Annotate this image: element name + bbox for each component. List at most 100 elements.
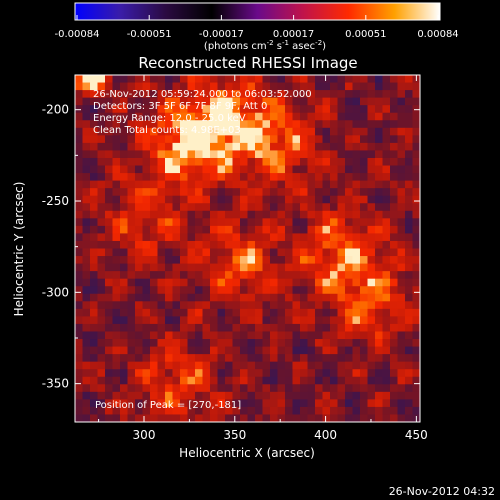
heatmap-cell <box>247 203 256 212</box>
heatmap-cell <box>225 346 234 355</box>
heatmap-cell <box>367 256 376 265</box>
heatmap-cell <box>285 391 294 400</box>
heatmap-cell <box>172 75 181 84</box>
heatmap-cell <box>360 210 369 219</box>
heatmap-cell <box>225 240 234 250</box>
heatmap-cell <box>307 354 316 363</box>
heatmap-cell <box>322 256 331 265</box>
heatmap-cell <box>300 414 309 422</box>
heatmap-cell <box>97 120 106 129</box>
heatmap-cell <box>165 127 174 136</box>
heatmap-cell <box>75 142 84 152</box>
heatmap-cell <box>270 90 279 99</box>
heatmap-cell <box>277 354 286 363</box>
heatmap-cell <box>120 127 129 136</box>
heatmap-cell <box>202 225 211 235</box>
heatmap-cell <box>195 218 204 227</box>
heatmap-cell <box>412 376 420 385</box>
heatmap-cell <box>262 203 271 212</box>
heatmap-cell <box>262 225 271 235</box>
heatmap-cell <box>397 301 406 310</box>
heatmap-cell <box>345 105 354 114</box>
heatmap-cell <box>382 127 391 136</box>
heatmap-cell <box>120 391 129 400</box>
heatmap-cell <box>247 120 256 129</box>
heatmap-cell <box>300 323 309 333</box>
heatmap-cell <box>322 354 331 363</box>
heatmap-cell <box>217 293 226 302</box>
heatmap-cell <box>375 271 384 280</box>
heatmap-cell <box>75 218 84 227</box>
heatmap-cell <box>202 203 211 212</box>
heatmap-cell <box>277 384 286 393</box>
heatmap-cell <box>247 233 256 242</box>
heatmap-cell <box>292 271 301 280</box>
heatmap-cell <box>345 278 354 287</box>
heatmap-cell <box>97 339 106 348</box>
heatmap-cell <box>322 82 331 91</box>
heatmap-cell <box>217 90 226 99</box>
heatmap-cell <box>412 233 420 242</box>
heatmap-cell <box>345 286 354 295</box>
heatmap-cell <box>345 293 354 302</box>
heatmap-cell <box>382 75 391 84</box>
heatmap-cell <box>307 75 316 84</box>
heatmap-cell <box>390 165 399 174</box>
heatmap-cell <box>330 218 339 227</box>
heatmap-cell <box>277 323 286 333</box>
heatmap-cell <box>300 188 309 197</box>
heatmap-cell <box>412 97 420 106</box>
heatmap-cell <box>300 278 309 287</box>
heatmap-cell <box>315 120 324 129</box>
heatmap-cell <box>412 240 420 250</box>
heatmap-cell <box>195 105 204 114</box>
heatmap-cell <box>337 301 346 310</box>
heatmap-cell <box>262 323 271 333</box>
heatmap-cell <box>397 293 406 302</box>
heatmap-cell <box>270 240 279 250</box>
heatmap-cell <box>352 391 361 400</box>
heatmap-cell <box>382 256 391 265</box>
heatmap-cell <box>165 414 174 422</box>
heatmap-cell <box>165 316 174 325</box>
heatmap-cell <box>360 263 369 272</box>
heatmap-cell <box>397 414 406 422</box>
heatmap-cell <box>202 195 211 204</box>
heatmap-cell <box>270 346 279 355</box>
heatmap-cell <box>127 165 136 174</box>
heatmap-cell <box>382 105 391 114</box>
heatmap-cell <box>172 293 181 302</box>
heatmap-cell <box>360 120 369 129</box>
heatmap-cell <box>292 150 301 159</box>
heatmap-cell <box>82 240 91 250</box>
heatmap-cell <box>352 233 361 242</box>
heatmap-cell <box>262 90 271 99</box>
heatmap-cell <box>165 210 174 219</box>
heatmap-cell <box>412 173 420 182</box>
heatmap-cell <box>307 308 316 317</box>
heatmap-cell <box>307 180 316 189</box>
heatmap-cell <box>217 414 226 422</box>
heatmap-cell <box>277 82 286 91</box>
heatmap-cell <box>270 323 279 333</box>
heatmap-cell <box>270 286 279 295</box>
heatmap-cell <box>75 210 84 219</box>
heatmap-cell <box>202 316 211 325</box>
heatmap-cell <box>120 75 129 84</box>
heatmap-cell <box>225 75 234 84</box>
heatmap-cell <box>165 406 174 416</box>
heatmap-cell <box>307 271 316 280</box>
heatmap-cell <box>397 256 406 265</box>
heatmap-cell <box>75 263 84 272</box>
heatmap-cell <box>255 233 264 242</box>
heatmap-cell <box>405 203 414 212</box>
heatmap-cell <box>225 406 234 416</box>
heatmap-cell <box>330 339 339 348</box>
heatmap-cell <box>180 316 189 325</box>
heatmap-cell <box>232 165 241 174</box>
heatmap-cell <box>165 263 174 272</box>
heatmap-cell <box>405 142 414 152</box>
heatmap-cell <box>300 97 309 106</box>
heatmap-cell <box>412 90 420 99</box>
heatmap-cell <box>217 180 226 189</box>
